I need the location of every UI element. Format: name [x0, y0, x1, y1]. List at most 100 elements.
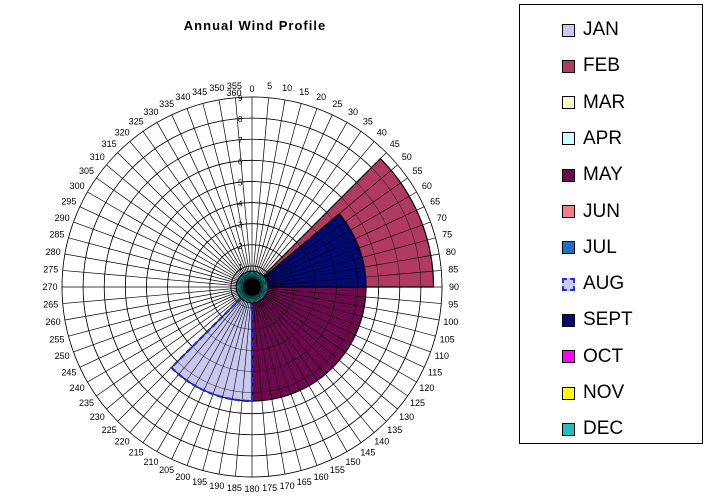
legend-item-mar: MAR — [562, 88, 625, 118]
sector-spoke — [251, 286, 356, 336]
legend-label: MAR — [583, 91, 626, 113]
angle-tick-label: 350 — [209, 83, 224, 93]
grid-circle-overlay — [103, 138, 401, 436]
grid-spoke — [68, 286, 253, 337]
sector-spoke — [203, 286, 253, 391]
grid-spoke — [251, 103, 302, 288]
angle-tick-label: 130 — [399, 412, 414, 422]
sector-aug — [169, 284, 254, 403]
grid-circle-overlay — [188, 223, 316, 351]
angle-tick-label: 10 — [282, 83, 292, 93]
legend-label: JUN — [583, 200, 620, 222]
angle-tick-label: 290 — [55, 213, 70, 223]
legend-item-jun: JUN — [562, 197, 620, 227]
angle-tick-label: 300 — [70, 181, 85, 191]
sector-spoke — [222, 286, 253, 398]
angle-tick-label: 220 — [115, 437, 130, 447]
angle-tick-label: 0 — [249, 84, 254, 94]
angle-tick-label: 60 — [422, 181, 432, 191]
legend-swatch — [562, 96, 575, 110]
angle-tick-label: 180 — [244, 484, 259, 494]
legend-label: JUL — [583, 236, 617, 258]
angle-tick-label: 235 — [79, 398, 94, 408]
legend-swatch — [562, 386, 575, 400]
radial-tick-label: 7 — [238, 136, 243, 145]
sector-spoke — [251, 238, 356, 288]
sector-spoke — [251, 286, 282, 398]
radial-tick-label: 3 — [238, 221, 243, 230]
grid-circle-overlay — [61, 96, 443, 478]
legend-label: APR — [583, 127, 623, 149]
legend-label: JAN — [583, 19, 619, 40]
angle-tick-label: 360 — [226, 88, 241, 98]
radial-tick-label: 4 — [238, 200, 243, 209]
angle-tick-label: 50 — [402, 152, 412, 162]
sector-spoke — [251, 286, 292, 395]
sector-spoke — [251, 286, 318, 381]
grid-circle-overlay — [230, 265, 274, 309]
radial-tick-label: 9 — [238, 94, 243, 103]
angle-tick-label: 95 — [448, 300, 458, 310]
legend-label: FEB — [583, 55, 620, 77]
angle-tick-label: 330 — [143, 107, 158, 117]
legend-swatch — [562, 422, 575, 436]
grid-spoke — [156, 122, 253, 288]
sector-spoke — [251, 257, 363, 288]
grid-spoke — [79, 286, 253, 368]
angle-tick-label: 35 — [363, 117, 373, 127]
legend-item-jul: JUL — [562, 233, 617, 263]
angle-tick-label: 240 — [70, 383, 85, 393]
angle-tick-label: 20 — [316, 92, 326, 102]
angle-tick-label: 205 — [159, 465, 174, 475]
legend-item-oct: OCT — [562, 342, 623, 372]
sector-spoke — [251, 286, 340, 361]
grid-spoke — [87, 286, 253, 383]
angle-tick-label: 275 — [43, 264, 58, 274]
angle-tick-label: 340 — [175, 92, 190, 102]
sector-spoke — [251, 286, 346, 353]
angle-tick-label: 75 — [442, 230, 452, 240]
angle-tick-label: 345 — [192, 87, 207, 97]
angle-tick-label: 160 — [314, 472, 329, 482]
angle-tick-label: 105 — [440, 334, 455, 344]
sector-spoke — [251, 286, 263, 401]
legend-item-apr: APR — [562, 124, 622, 154]
angle-tick-label: 315 — [102, 139, 117, 149]
sector-spoke — [178, 286, 253, 375]
angle-tick-label: 195 — [192, 477, 207, 487]
grid-spoke — [87, 191, 253, 288]
angle-tick-label: 280 — [46, 247, 61, 257]
sector-spoke — [251, 286, 360, 327]
angle-tick-label: 310 — [90, 152, 105, 162]
legend-label: DEC — [583, 418, 624, 440]
grid-spoke — [251, 114, 333, 288]
angle-tick-label: 155 — [330, 465, 345, 475]
grid-spoke — [106, 286, 253, 410]
grid-spoke — [251, 97, 269, 288]
hub-center — [243, 278, 261, 296]
legend-swatch — [562, 59, 575, 73]
grid-circle-overlay — [82, 117, 422, 457]
grid-circle-overlay — [146, 181, 358, 393]
legend-swatch — [562, 350, 575, 364]
grid-spoke — [186, 108, 253, 288]
radial-tick-label: 1 — [238, 263, 243, 272]
grid-spoke — [106, 164, 253, 288]
radial-tick-label: 8 — [238, 115, 243, 124]
angle-tick-label: 200 — [175, 472, 190, 482]
legend-label: OCT — [583, 345, 624, 367]
grid-spoke — [64, 286, 253, 321]
angle-tick-label: 135 — [387, 425, 402, 435]
sector-spoke — [186, 286, 253, 381]
angle-tick-label: 260 — [46, 317, 61, 327]
angle-tick-label: 5 — [267, 81, 272, 91]
angle-tick-label: 215 — [129, 448, 144, 458]
sector-spoke — [251, 286, 310, 386]
sector-spoke — [251, 286, 301, 391]
angle-tick-label: 45 — [390, 139, 400, 149]
sector-spoke — [194, 286, 253, 386]
grid-spoke — [251, 131, 362, 288]
radial-tick-label: 6 — [238, 157, 243, 166]
grid-spoke — [202, 103, 253, 288]
grid-spoke — [73, 286, 253, 353]
